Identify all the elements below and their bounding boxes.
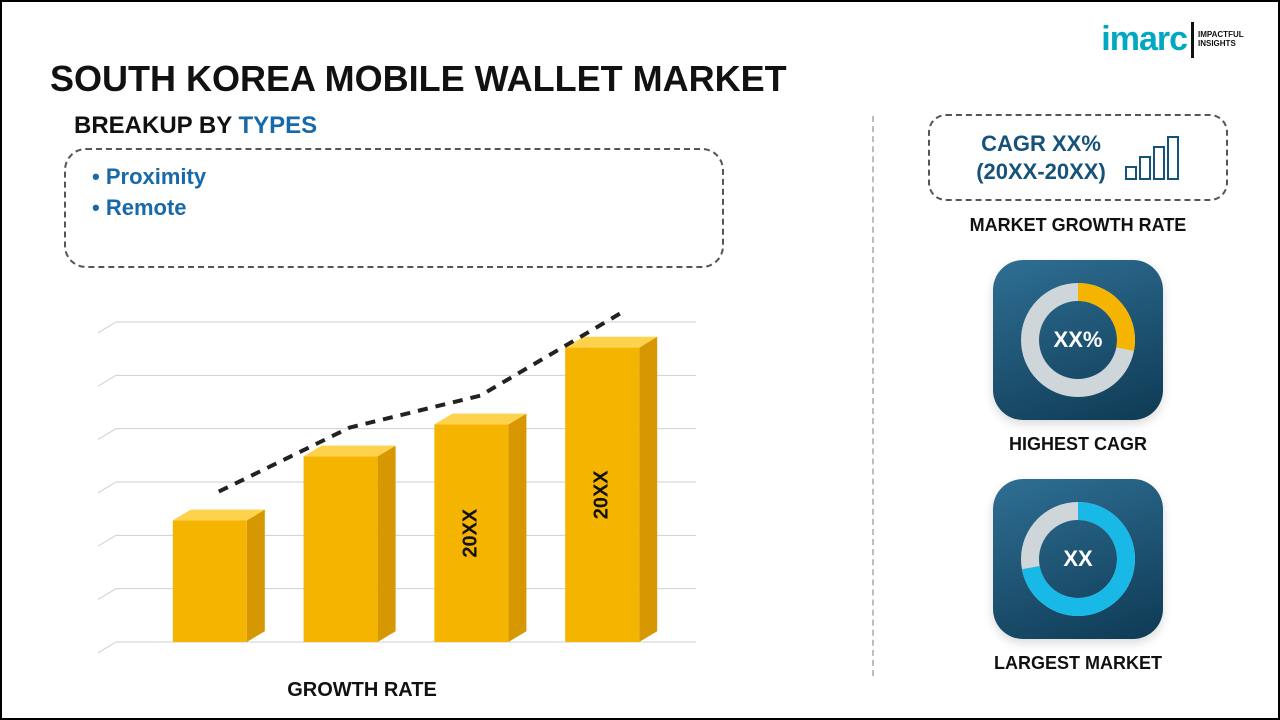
subtitle-prefix: BREAKUP BY xyxy=(74,112,238,139)
tile-label: LARGEST MARKET xyxy=(994,653,1162,674)
types-box: ProximityRemote xyxy=(64,148,724,268)
metric-tile-wrap: XX% HIGHEST CAGR xyxy=(993,260,1163,479)
bar-growth-icon xyxy=(1122,133,1180,183)
chart-bottom-label: GROWTH RATE xyxy=(62,679,662,702)
vertical-divider xyxy=(872,116,874,676)
bar-label: 20XX xyxy=(460,508,482,558)
logo-text: imarc xyxy=(1101,20,1187,59)
types-list-item: Remote xyxy=(92,193,696,224)
market-growth-rate-label: MARKET GROWTH RATE xyxy=(970,215,1187,236)
metric-tile-wrap: XX LARGEST MARKET xyxy=(993,479,1163,698)
right-column: CAGR XX% (20XX-20XX) MARKET GROWTH RATE … xyxy=(908,114,1248,698)
tile-label: HIGHEST CAGR xyxy=(1009,434,1147,455)
page-title: SOUTH KOREA MOBILE WALLET MARKET xyxy=(50,58,787,100)
tile-center-text: XX xyxy=(1018,499,1138,619)
types-list-item: Proximity xyxy=(92,162,696,193)
brand-logo: imarc IMPACTFUL INSIGHTS xyxy=(1101,20,1250,59)
growth-chart: 20XX20XXCAGR XX% GROWTH RATE xyxy=(62,312,782,702)
chart-svg: 20XX20XXCAGR XX% xyxy=(62,312,782,672)
bar-label: 20XX xyxy=(590,470,612,520)
tile-center-text: XX% xyxy=(1018,280,1138,400)
breakup-subtitle: BREAKUP BY TYPES xyxy=(74,112,317,140)
cagr-line1: CAGR XX% xyxy=(976,130,1106,158)
types-list: ProximityRemote xyxy=(92,162,696,224)
logo-divider xyxy=(1191,22,1194,58)
subtitle-accent: TYPES xyxy=(238,112,317,139)
metric-tile: XX% xyxy=(993,260,1163,420)
metric-tile: XX xyxy=(993,479,1163,639)
cagr-text: CAGR XX% (20XX-20XX) xyxy=(976,130,1106,185)
cagr-box: CAGR XX% (20XX-20XX) xyxy=(928,114,1228,201)
logo-subtext: IMPACTFUL INSIGHTS xyxy=(1198,31,1250,49)
cagr-line2: (20XX-20XX) xyxy=(976,158,1106,186)
